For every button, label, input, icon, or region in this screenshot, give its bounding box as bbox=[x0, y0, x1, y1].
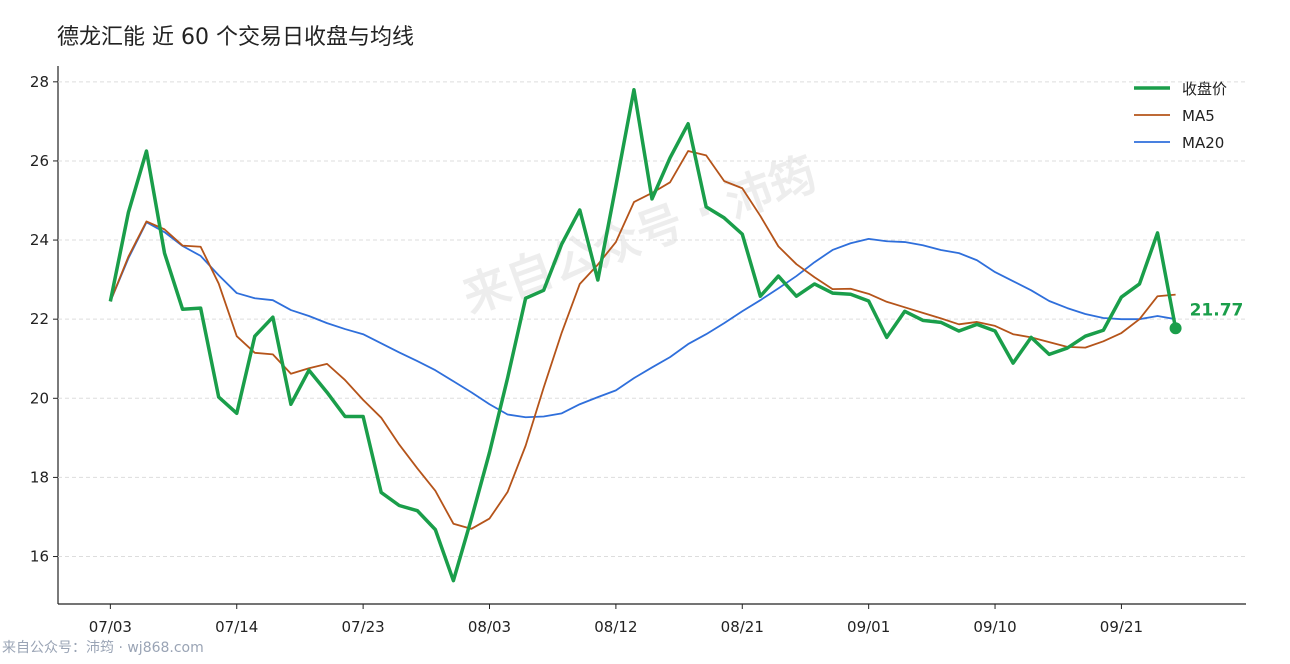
chart-title: 德龙汇能 近 60 个交易日收盘与均线 bbox=[57, 25, 414, 50]
x-tick-label: 09/10 bbox=[973, 618, 1016, 636]
x-tick-label: 07/23 bbox=[342, 618, 385, 636]
legend-label: 收盘价 bbox=[1182, 80, 1227, 98]
x-tick-label: 09/01 bbox=[847, 618, 890, 636]
x-tick-label: 07/03 bbox=[89, 618, 132, 636]
x-tick-label: 07/14 bbox=[215, 618, 258, 636]
legend-label: MA5 bbox=[1182, 107, 1215, 125]
series-line bbox=[108, 87, 1178, 583]
y-tick-label: 16 bbox=[30, 548, 49, 566]
x-tick-label: 08/21 bbox=[721, 618, 764, 636]
y-tick-label: 24 bbox=[30, 231, 49, 249]
watermark: 来自公众号 · 沛筠 bbox=[456, 146, 824, 324]
y-tick-label: 18 bbox=[30, 468, 49, 486]
series-line bbox=[109, 150, 1176, 530]
x-tick-label: 08/12 bbox=[594, 618, 637, 636]
y-tick-label: 26 bbox=[30, 152, 49, 170]
last-point bbox=[1169, 322, 1182, 335]
x-tick-label: 08/03 bbox=[468, 618, 511, 636]
y-tick-label: 20 bbox=[30, 389, 49, 407]
y-tick-label: 22 bbox=[30, 310, 49, 328]
y-tick-label: 28 bbox=[30, 73, 49, 91]
series-line bbox=[109, 221, 1176, 419]
source: 来自公众号：沛筠 · wj868.com bbox=[2, 639, 204, 656]
last-value-label: 21.77 bbox=[1190, 300, 1244, 320]
legend-label: MA20 bbox=[1182, 134, 1224, 152]
x-tick-label: 09/21 bbox=[1100, 618, 1143, 636]
